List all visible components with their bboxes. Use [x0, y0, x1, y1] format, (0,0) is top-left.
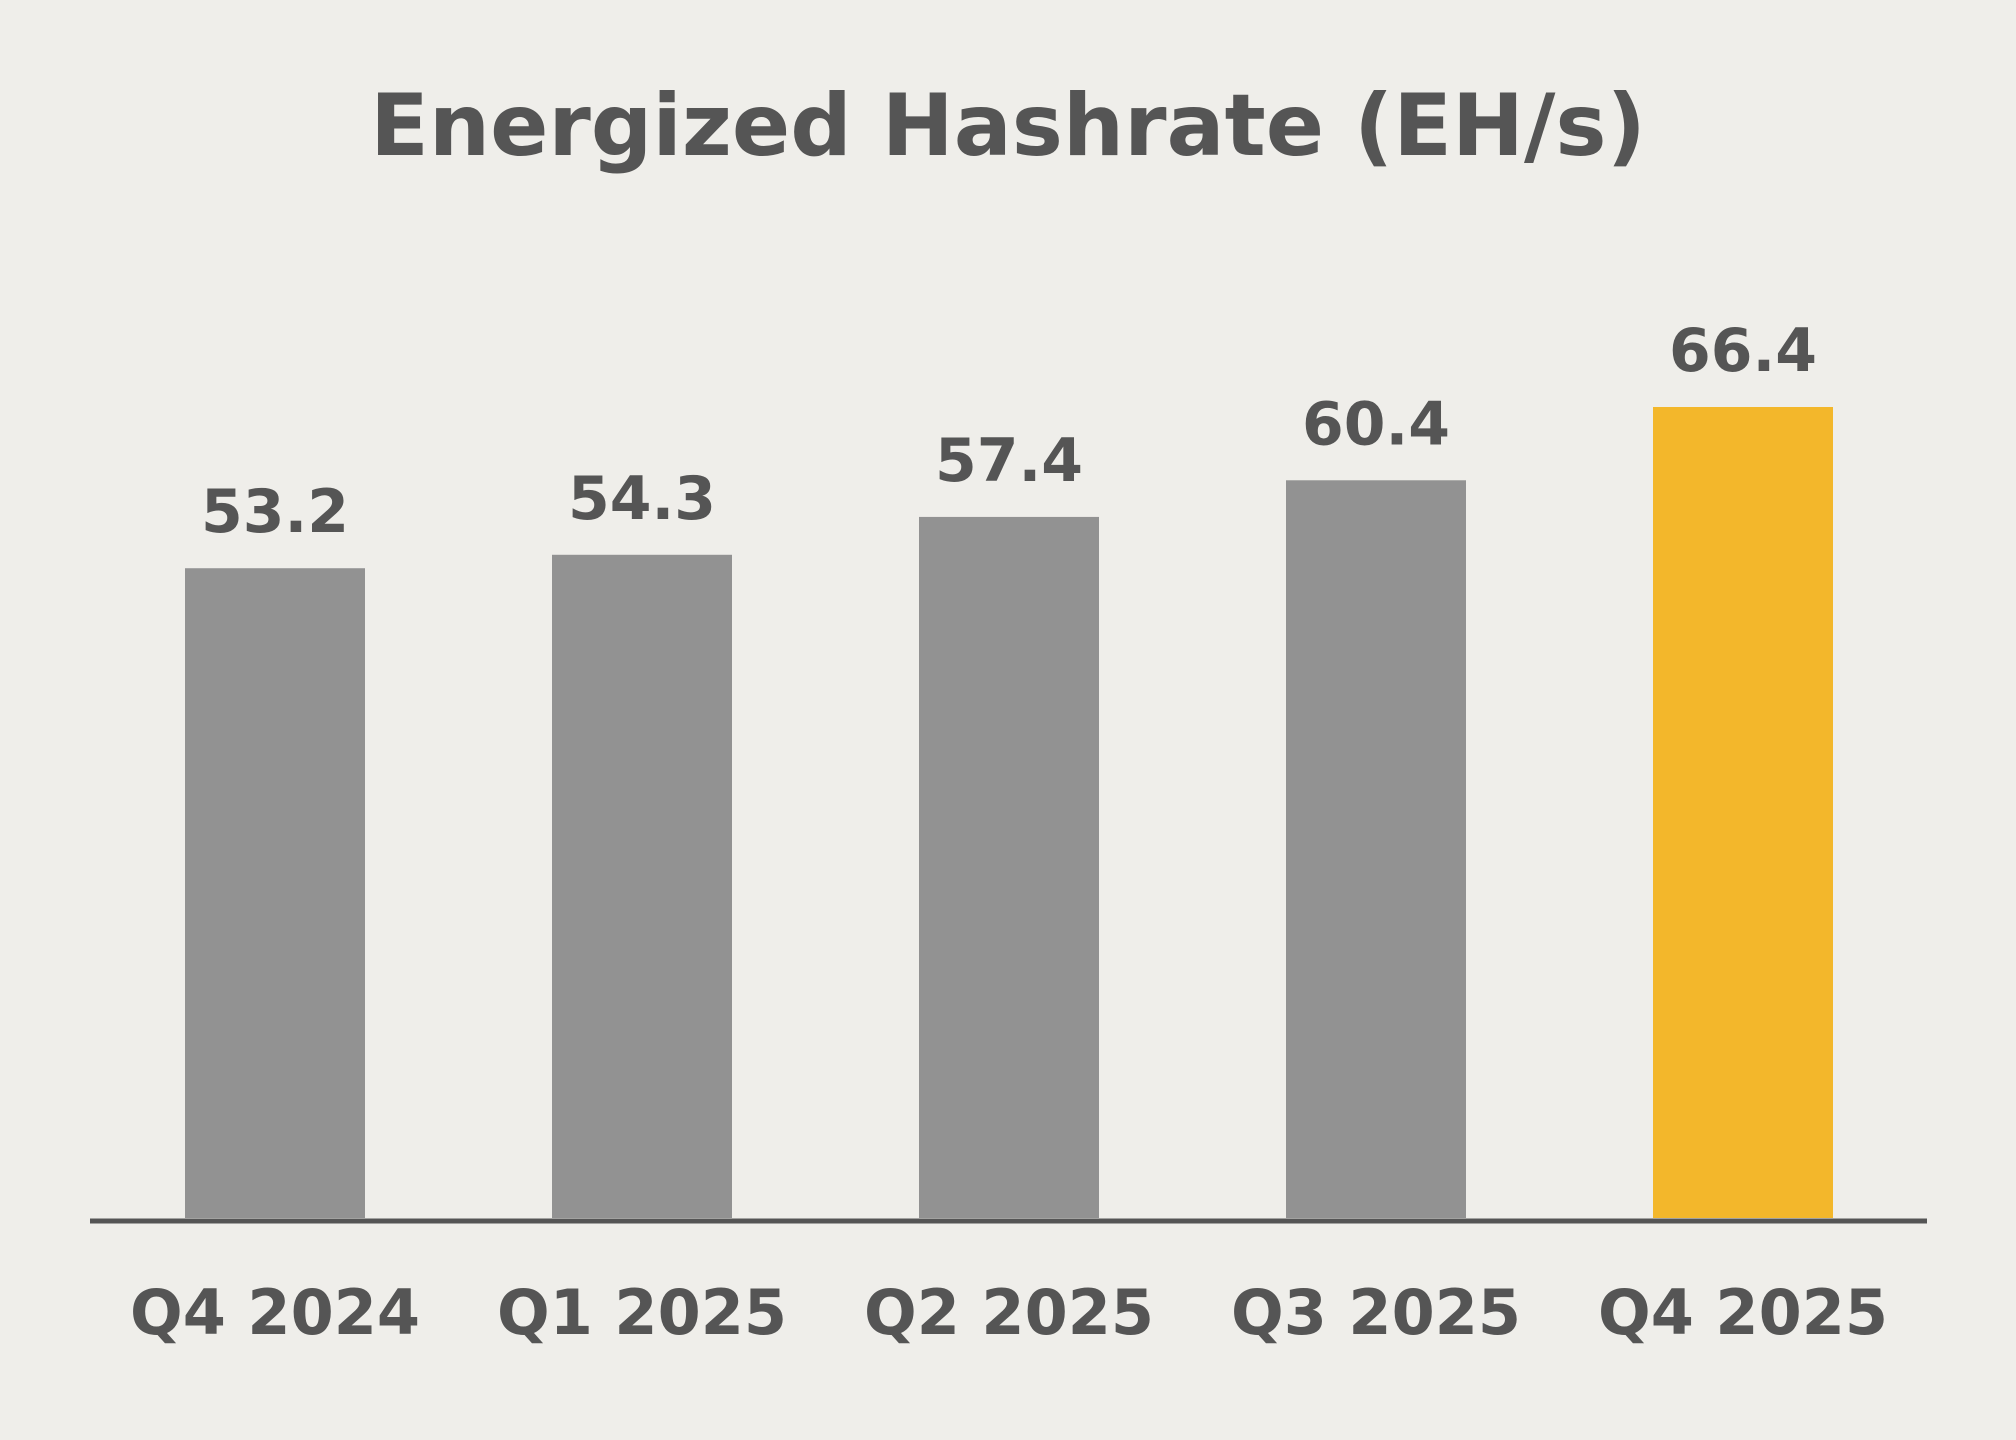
- value-label: 60.4: [1302, 389, 1450, 459]
- value-labels-group: 53.2 54.3 57.4 60.4 66.4: [201, 316, 1817, 547]
- value-label: 57.4: [935, 426, 1083, 496]
- chart-title: Energized Hashrate (EH/s): [370, 76, 1646, 176]
- bar-q4-2024: [185, 568, 365, 1218]
- x-tick-labels-group: Q4 2024 Q1 2025 Q2 2025 Q3 2025 Q4 2025: [130, 1276, 1888, 1349]
- bar-q1-2025: [552, 554, 732, 1218]
- value-label: 53.2: [201, 477, 349, 547]
- bar-q3-2025: [1286, 480, 1466, 1218]
- bar-q2-2025: [919, 516, 1099, 1218]
- bar-q4-2025: [1653, 407, 1833, 1218]
- value-label: 66.4: [1669, 316, 1817, 386]
- x-tick-label: Q2 2025: [864, 1276, 1154, 1349]
- x-tick-label: Q3 2025: [1231, 1276, 1521, 1349]
- x-tick-label: Q4 2024: [130, 1276, 420, 1349]
- x-tick-label: Q4 2025: [1598, 1276, 1888, 1349]
- value-label: 54.3: [568, 464, 716, 534]
- x-tick-label: Q1 2025: [497, 1276, 787, 1349]
- bars-group: [185, 407, 1833, 1218]
